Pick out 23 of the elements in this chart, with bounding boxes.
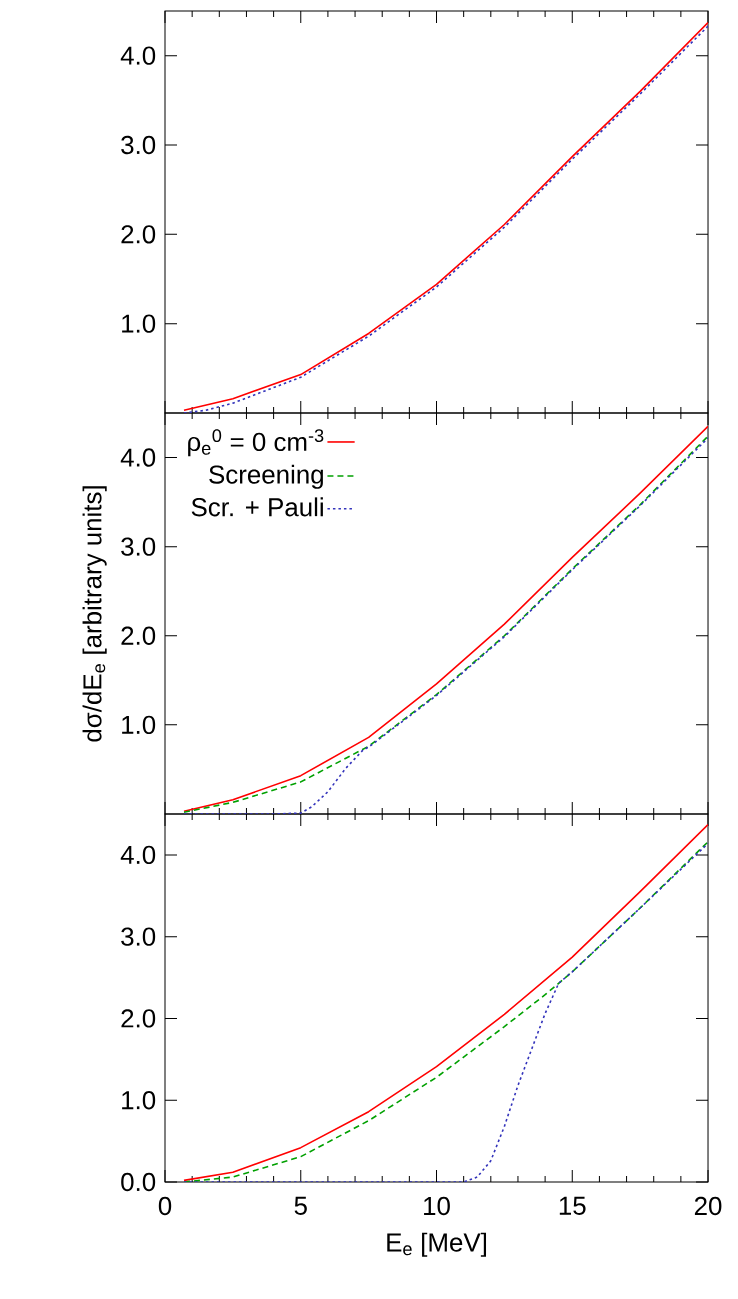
y-tick-label: 4.0: [120, 845, 156, 865]
y-tick-label: 0.0: [121, 1172, 156, 1192]
y-tick-label: 4.0: [120, 46, 156, 65]
y-tick-label: 1.0: [122, 1091, 156, 1110]
y-tick-label: 3.0: [121, 537, 156, 556]
x-tick-label: 0: [158, 1196, 172, 1216]
x-tick-label: 15: [559, 1196, 586, 1215]
x-tick-label: 5: [294, 1196, 307, 1215]
x-axis-title: E$_{e}$ [MeV]: [387, 1232, 487, 1257]
x-tick-label: 10: [424, 1196, 450, 1216]
x-tick-label: 20: [694, 1196, 722, 1216]
legend-label: Screening: [209, 464, 323, 489]
y-tick-label: 2.0: [121, 225, 156, 244]
y-tick-label: 3.0: [121, 927, 156, 946]
legend-label: ρ$_{e}$$^{0}$ = 0 cm$^{-3}$: [188, 429, 324, 457]
y-axis-title: dσ/dE$_{e}$ [arbitrary units]: [82, 486, 107, 742]
y-tick-label: 2.0: [121, 1009, 156, 1028]
y-tick-label: 1.0: [122, 314, 156, 333]
legend-label: Scr. + Pauli: [191, 497, 323, 517]
y-tick-label: 3.0: [121, 135, 156, 155]
y-tick-label: 2.0: [121, 626, 156, 645]
y-tick-label: 1.0: [122, 715, 156, 735]
y-tick-label: 4.0: [120, 448, 156, 467]
